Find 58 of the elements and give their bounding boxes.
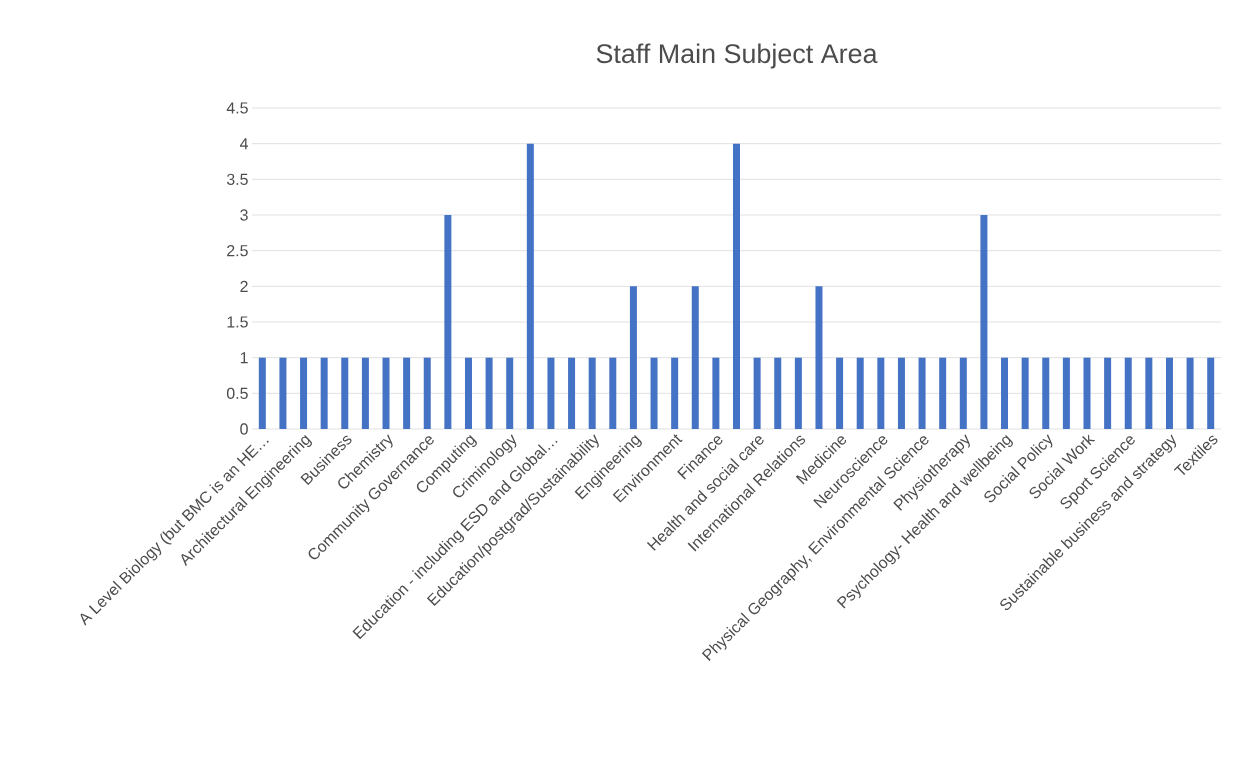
bar: [836, 357, 844, 429]
bar: [794, 357, 802, 429]
y-tick-label: 3.5: [226, 173, 248, 185]
bar: [423, 357, 431, 429]
bar: [279, 357, 287, 429]
bar: [1083, 357, 1091, 429]
bar: [258, 357, 266, 429]
bar: [1145, 357, 1153, 429]
bar: [877, 357, 885, 429]
bar: [815, 286, 823, 429]
bar: [464, 357, 472, 429]
bar: [671, 357, 679, 429]
chart-title: Staff Main Subject Area: [596, 43, 878, 69]
bar: [320, 357, 328, 429]
bar: [959, 357, 967, 429]
bar: [361, 357, 369, 429]
y-tick-label: 0: [240, 423, 248, 435]
bar: [1021, 357, 1029, 429]
bar: [568, 357, 576, 429]
bar: [1062, 357, 1070, 429]
bar: [897, 357, 905, 429]
bar: [1124, 357, 1132, 429]
bar: [485, 357, 493, 429]
y-tick-label: 2: [240, 280, 248, 292]
bar: [547, 357, 555, 429]
bar: [939, 357, 947, 429]
bar: [918, 357, 926, 429]
bar: [300, 357, 308, 429]
bar: [341, 357, 349, 429]
y-tick-label: 4.5: [226, 102, 248, 114]
bar: [609, 357, 617, 429]
bar: [1104, 357, 1112, 429]
bar: [1207, 357, 1215, 429]
bar: [712, 357, 720, 429]
y-tick-label: 0.5: [226, 387, 248, 399]
y-tick-label: 1: [240, 352, 248, 364]
bar: [691, 286, 699, 429]
bar: [1042, 357, 1050, 429]
bar: [588, 357, 596, 429]
bar: [629, 286, 637, 429]
bar: [1165, 357, 1173, 429]
bar: [403, 357, 411, 429]
bar: [980, 215, 988, 429]
y-tick-label: 3: [240, 209, 248, 221]
bar: [856, 357, 864, 429]
bar: [1186, 357, 1194, 429]
bar: [733, 143, 741, 429]
y-tick-label: 1.5: [227, 316, 248, 328]
bar: [650, 357, 658, 429]
bar: [1001, 357, 1009, 429]
bar: [506, 357, 514, 429]
bar: [774, 357, 782, 429]
bar: [526, 143, 534, 429]
y-tick-label: 4: [239, 138, 249, 150]
bar: [382, 357, 390, 429]
bar: [753, 357, 761, 429]
bar: [444, 215, 452, 429]
y-tick-label: 2.5: [227, 245, 248, 257]
